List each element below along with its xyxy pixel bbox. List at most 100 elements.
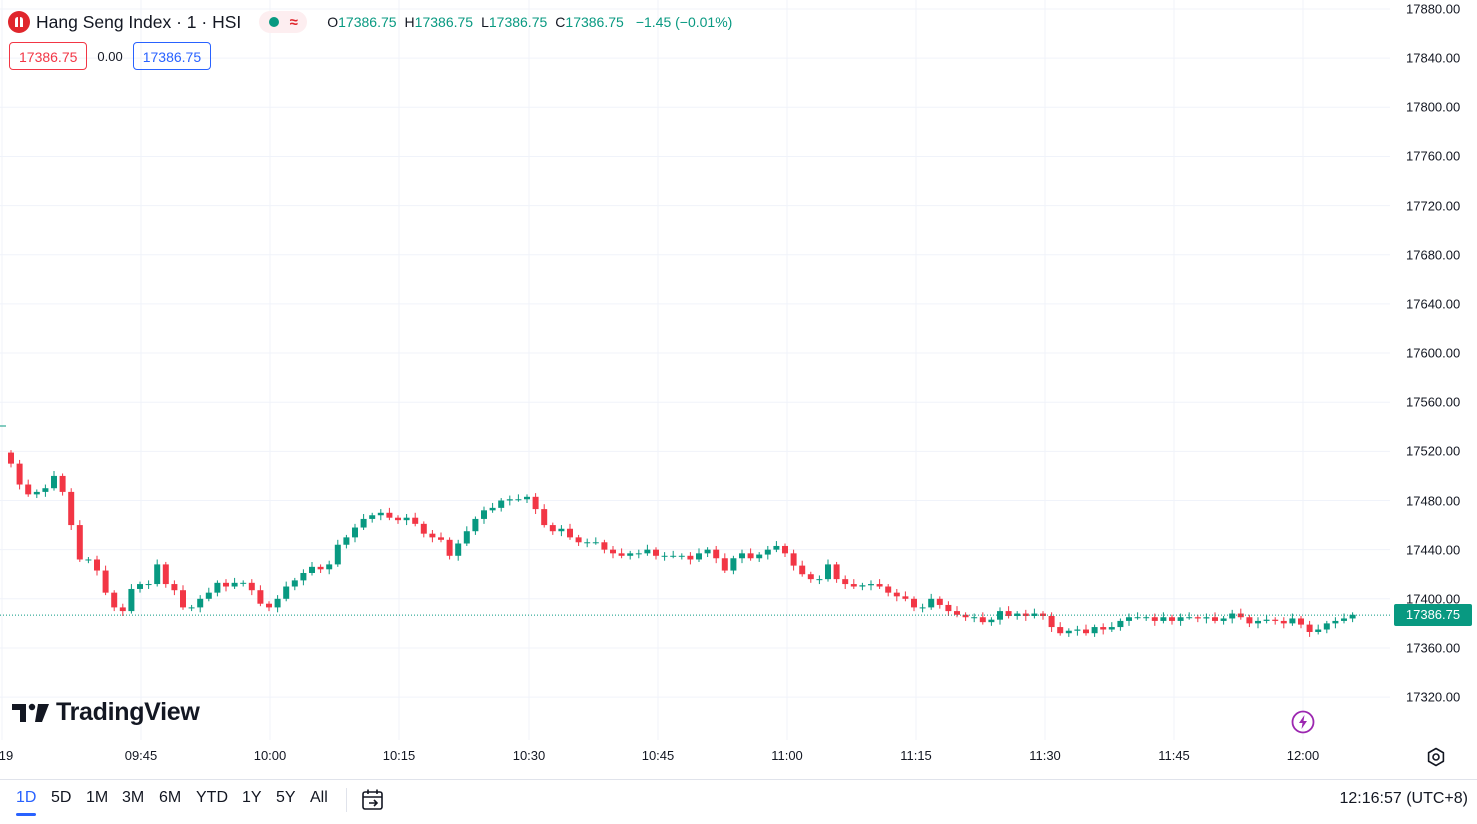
candle-body (283, 586, 290, 599)
candle-body (1040, 613, 1046, 617)
candle-body (713, 549, 720, 559)
calendar-goto-icon[interactable] (360, 787, 386, 813)
candle-body (1022, 613, 1029, 617)
candle-body (205, 592, 212, 599)
market-status-pill[interactable]: ≈ (259, 11, 308, 33)
candle-body (833, 564, 840, 580)
candle-body (1143, 617, 1150, 619)
clock-timezone[interactable]: 12:16:57 (UTC+8) (1339, 790, 1468, 807)
candle-body (1126, 617, 1132, 621)
price-axis[interactable]: 17880.00 17840.00 17800.00 17760.00 17720.00… (1390, 0, 1477, 740)
range-1d-button[interactable]: 1D (16, 789, 37, 806)
candle-body (85, 559, 92, 561)
candle-body (850, 584, 857, 587)
candle-body (790, 553, 797, 566)
candle-body (627, 553, 634, 556)
candle-body (33, 491, 40, 495)
price-tick-label: 17720.00 (1406, 198, 1461, 214)
time-tick-label: 10:00 (253, 748, 287, 763)
candle-body (807, 574, 814, 580)
price-tick-label: 17680.00 (1406, 247, 1461, 263)
candle-body (936, 598, 943, 605)
candle-body (180, 590, 186, 608)
candle-body (395, 517, 401, 521)
chart-pane[interactable] (0, 0, 1390, 740)
candle-body (876, 584, 883, 587)
price-tick-label: 17360.00 (1406, 640, 1461, 656)
candle-body (584, 542, 591, 544)
time-tick-label: 10:45 (641, 748, 675, 763)
range-ytd-button[interactable]: YTD (196, 789, 228, 806)
candle-body (16, 463, 23, 485)
hang-seng-logo-icon (8, 11, 30, 33)
candle-body (352, 527, 358, 538)
candle-body (911, 598, 917, 608)
range-5d-button[interactable]: 5D (51, 789, 72, 806)
candle-body (1315, 629, 1322, 632)
candle-body (412, 517, 419, 524)
candle-body (661, 555, 668, 557)
candle-body (1263, 619, 1270, 621)
range-1y-button[interactable]: 1Y (242, 789, 262, 806)
low-label: L (481, 14, 489, 30)
candle-body (403, 517, 410, 521)
candle-body (472, 518, 479, 532)
gear-icon[interactable] (1426, 747, 1446, 767)
candle-body (773, 545, 780, 550)
price-tick-label: 17320.00 (1406, 689, 1461, 705)
candle-body (1280, 620, 1287, 624)
candle-body (489, 507, 496, 511)
candle-body (1065, 630, 1072, 634)
candle-body (1220, 618, 1227, 621)
sell-button[interactable]: 17386.75 (9, 42, 88, 70)
candle-body (902, 596, 909, 599)
time-tick-label: 09:45 (124, 748, 158, 763)
range-6m-button[interactable]: 6M (159, 789, 182, 806)
buy-button[interactable]: 17386.75 (132, 42, 212, 70)
candle-body (1255, 620, 1261, 624)
candle-body (756, 554, 763, 559)
range-1m-button[interactable]: 1M (86, 789, 109, 806)
candle-body (1083, 629, 1089, 634)
tradingview-logo[interactable]: TradingView (12, 698, 200, 727)
candle-body (188, 607, 195, 609)
candle-body (1134, 617, 1141, 619)
candle-body (481, 510, 487, 519)
candle-body (747, 553, 754, 559)
candle-body (919, 607, 926, 609)
price-tick-label: 17880.00 (1406, 1, 1461, 17)
candle-body (558, 528, 565, 532)
candle-body (42, 488, 49, 492)
candle-body (1229, 613, 1236, 619)
candle-body (764, 549, 771, 555)
candle-body (240, 582, 247, 584)
symbol-title[interactable]: Hang Seng Index · 1 · HSI (36, 11, 242, 32)
candle-body (94, 559, 100, 571)
candle-body (782, 545, 788, 554)
range-all-button[interactable]: All (310, 789, 328, 806)
candle-body (498, 500, 505, 508)
candle-body (954, 611, 960, 615)
candle-body (1194, 617, 1201, 619)
candle-body (962, 614, 969, 618)
lightning-icon[interactable] (1291, 710, 1315, 734)
candle-body (644, 549, 651, 554)
candle-body (8, 452, 14, 464)
time-tick-label: 12:00 (1286, 748, 1320, 763)
candlestick-chart[interactable] (0, 0, 1390, 740)
candle-body (971, 617, 978, 619)
candle-body (1151, 617, 1158, 621)
candle-body (592, 542, 599, 544)
price-tick-label: 17520.00 (1406, 443, 1461, 459)
candle-body (162, 564, 169, 585)
candle-body (532, 496, 539, 510)
candle-body (291, 580, 298, 587)
quote-row: 17386.75 0.00 17386.75 (9, 42, 212, 70)
range-3m-button[interactable]: 3M (122, 789, 145, 806)
candle-body (51, 475, 57, 489)
range-5y-button[interactable]: 5Y (276, 789, 296, 806)
candle-body (945, 604, 952, 612)
time-tick-label: 11:30 (1029, 748, 1061, 763)
time-axis[interactable]: 19 09:45 10:00 10:15 10:30 10:45 11:00 11:15 11:… (0, 740, 1477, 774)
candle-body (739, 553, 745, 559)
